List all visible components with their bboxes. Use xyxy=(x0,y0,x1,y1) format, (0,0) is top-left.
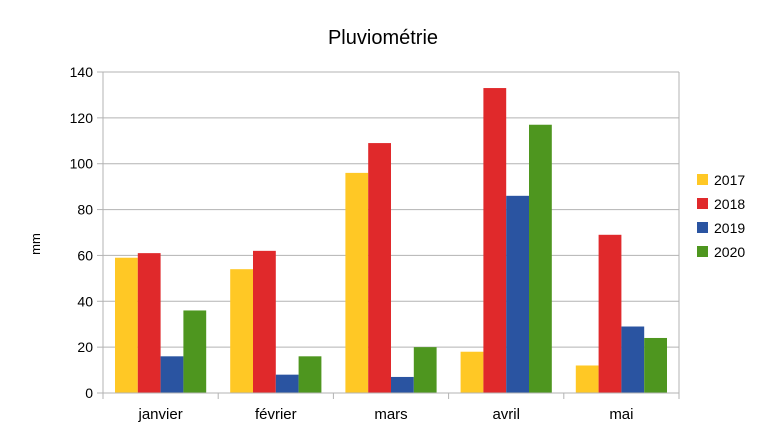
bar-2020-mai xyxy=(644,337,667,393)
x-tick-label: mai xyxy=(609,406,633,423)
legend-label-2019: 2019 xyxy=(714,220,745,236)
y-tick-label: 20 xyxy=(77,339,93,355)
bar-2018-mai xyxy=(598,234,622,393)
legend-label-2017: 2017 xyxy=(714,172,745,188)
chart-title: Pluviométrie xyxy=(328,27,438,49)
y-axis-label: mm xyxy=(28,233,43,255)
legend-label-2018: 2018 xyxy=(714,196,745,212)
x-tick-label: février xyxy=(255,406,297,423)
bar-2020-mars xyxy=(413,347,437,393)
bar-2017-janvier xyxy=(115,257,138,393)
y-tick-label: 80 xyxy=(77,202,93,218)
bar-2019-février xyxy=(275,374,299,393)
bar-2020-avril xyxy=(529,124,552,393)
bar-2018-mars xyxy=(368,143,391,393)
legend-swatch-2017 xyxy=(697,174,708,185)
x-tick-label: janvier xyxy=(138,406,183,423)
legend-label-2020: 2020 xyxy=(714,244,745,260)
bars xyxy=(115,88,667,394)
bar-2017-mars xyxy=(345,172,369,393)
bar-2017-mai xyxy=(575,365,599,393)
bar-2020-février xyxy=(298,356,322,393)
bar-2018-février xyxy=(253,250,276,393)
bar-2017-février xyxy=(230,269,253,393)
y-tick-label: 100 xyxy=(70,156,94,172)
legend-swatch-2019 xyxy=(697,222,708,233)
x-tick-label: avril xyxy=(492,406,520,423)
bar-2019-mai xyxy=(621,326,645,393)
bar-2018-avril xyxy=(483,88,507,394)
bar-2019-mars xyxy=(391,376,414,393)
bar-2018-janvier xyxy=(137,253,161,393)
bar-2019-avril xyxy=(506,195,529,393)
y-tick-label: 120 xyxy=(70,110,94,126)
y-tick-label: 40 xyxy=(77,293,93,309)
y-tick-label: 0 xyxy=(85,385,93,401)
legend: 2017 2018 2019 2020 xyxy=(697,172,745,260)
bar-2019-janvier xyxy=(160,356,184,393)
y-tick-label: 60 xyxy=(77,247,93,263)
bar-2020-janvier xyxy=(183,310,207,393)
bar-2017-avril xyxy=(460,351,484,393)
legend-swatch-2018 xyxy=(697,198,708,209)
legend-swatch-2020 xyxy=(697,246,708,257)
axes: 0 20 40 60 80 100 120 140 janvier février mars avri… xyxy=(70,64,680,423)
x-tick-label: mars xyxy=(374,406,407,423)
y-tick-label: 140 xyxy=(70,64,94,80)
